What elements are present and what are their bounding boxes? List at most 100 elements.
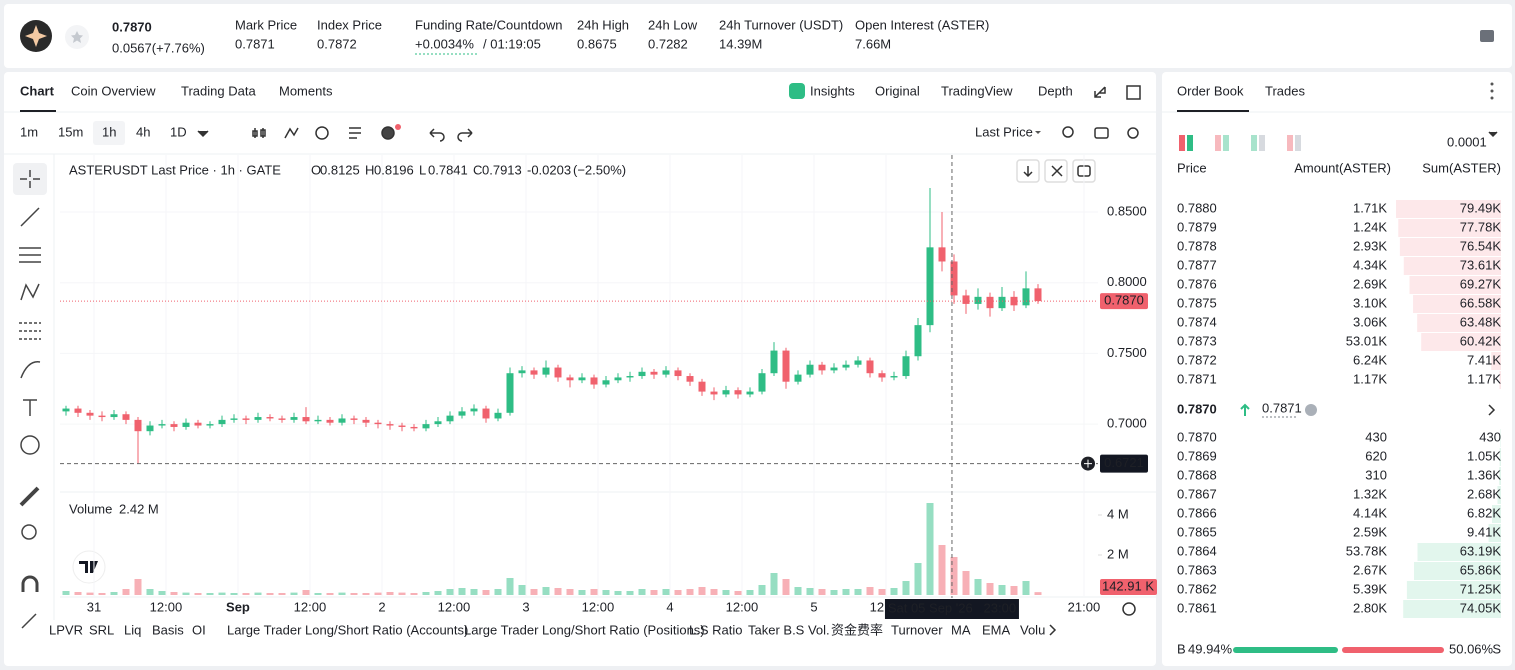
search-button[interactable] [1062, 126, 1074, 138]
interval[interactable]: 4h [136, 124, 150, 139]
indicator-tab[interactable]: Volu [1020, 622, 1045, 637]
ob-icon[interactable] [1251, 135, 1257, 151]
indicator-tab[interactable]: LPVR [49, 622, 83, 637]
ob-price[interactable]: 0.7879 [1177, 219, 1217, 234]
volume-bar [842, 589, 850, 595]
ob-price[interactable]: 0.7862 [1177, 581, 1217, 596]
indicator-tab[interactable]: Basis [152, 622, 184, 637]
tab[interactable]: Moments [279, 83, 333, 98]
mid-chevron[interactable] [1488, 404, 1496, 416]
ob-price[interactable]: 0.7870 [1177, 429, 1217, 444]
interval[interactable]: 1m [20, 124, 38, 139]
ob-icon[interactable] [1287, 135, 1293, 151]
screenshot-button[interactable] [1094, 127, 1109, 139]
ob-price[interactable]: 0.7880 [1177, 200, 1217, 215]
ob-price[interactable]: 0.7867 [1177, 486, 1217, 501]
indicator-tab[interactable]: 资金费率 [831, 622, 883, 637]
ob-icon[interactable] [1179, 135, 1185, 151]
ob-icon[interactable] [1187, 135, 1193, 151]
ob-price[interactable]: 0.7861 [1177, 600, 1217, 615]
layout-button[interactable] [1126, 85, 1141, 100]
interval-dropdown[interactable] [197, 130, 209, 138]
precision[interactable]: 0.0001 [1447, 134, 1487, 149]
chart-ctl[interactable] [1016, 159, 1040, 183]
ob-tab[interactable]: Order Book [1177, 83, 1244, 98]
candle-body [782, 350, 790, 382]
ob-price[interactable]: 0.7873 [1177, 333, 1217, 348]
emoji-tool[interactable] [20, 435, 40, 455]
undo-button[interactable] [429, 128, 445, 142]
candle-body [62, 408, 70, 412]
indicator-tab[interactable]: Large Trader Long/Short Ratio (Accounts) [227, 622, 468, 637]
ob-tab[interactable]: Trades [1265, 83, 1305, 98]
tab[interactable]: Coin Overview [71, 83, 156, 98]
ob-price[interactable]: 0.7877 [1177, 257, 1217, 272]
replay-button[interactable] [315, 126, 329, 140]
alert-button[interactable] [381, 126, 395, 140]
magnet-tool[interactable] [21, 575, 39, 592]
chart-ctl[interactable] [1044, 159, 1068, 183]
chart-type-button[interactable] [252, 128, 266, 138]
redo-button[interactable] [457, 128, 473, 142]
candle-body [194, 422, 202, 426]
ob-price[interactable]: 0.7876 [1177, 276, 1217, 291]
ob-price[interactable]: 0.7874 [1177, 314, 1217, 329]
ob-price[interactable]: 0.7863 [1177, 562, 1217, 577]
ob-price[interactable]: 0.7865 [1177, 524, 1217, 539]
settings-icon[interactable] [1480, 30, 1494, 42]
tab[interactable]: Trading Data [181, 83, 256, 98]
fullscreen-button[interactable] [1094, 86, 1106, 98]
interval[interactable]: 1D [170, 124, 187, 139]
indicator-tab[interactable]: OI [192, 622, 206, 637]
tab[interactable]: Chart [20, 83, 55, 98]
indicator-tab[interactable]: Large Trader Long/Short Ratio (Positions… [464, 622, 705, 637]
more-dot[interactable] [1490, 82, 1494, 86]
settings-button[interactable] [1127, 127, 1139, 139]
brush-tool[interactable] [20, 361, 41, 379]
ob-price[interactable]: 0.7875 [1177, 295, 1217, 310]
ob-price[interactable]: 0.7866 [1177, 505, 1217, 520]
ob-icon[interactable] [1223, 135, 1229, 151]
ob-price[interactable]: 0.7869 [1177, 448, 1217, 463]
channel-tool[interactable] [19, 247, 41, 263]
insights-icon [789, 83, 805, 99]
indicator-tab[interactable]: Taker B.S Vol. [748, 622, 830, 637]
zoom-tool[interactable] [21, 524, 37, 540]
ob-icon[interactable] [1215, 135, 1221, 151]
view-tab[interactable]: Original [875, 83, 920, 98]
precision-dropdown[interactable] [1488, 131, 1498, 138]
indicator-tab[interactable]: Liq [124, 622, 141, 637]
line-tool[interactable] [20, 207, 40, 227]
text-tool[interactable] [23, 399, 37, 416]
interval[interactable]: 1h [102, 124, 116, 139]
view-tab[interactable]: Depth [1038, 83, 1073, 98]
indicator-tab[interactable]: MA [951, 622, 971, 637]
interval[interactable]: 15m [58, 124, 83, 139]
ob-price[interactable]: 0.7864 [1177, 543, 1217, 558]
pattern-tool[interactable] [20, 283, 40, 301]
axis-settings[interactable] [1122, 602, 1136, 616]
crosshair-tool[interactable] [20, 170, 40, 188]
fib-tool[interactable] [19, 322, 41, 340]
indicators-button[interactable] [284, 127, 299, 139]
indicator-tab[interactable]: EMA [982, 622, 1011, 637]
volume-bar [62, 591, 70, 595]
ruler-tool[interactable] [19, 486, 40, 507]
ob-price[interactable]: 0.7868 [1177, 467, 1217, 482]
ob-price[interactable]: 0.7872 [1177, 352, 1217, 367]
indicator-tab[interactable]: L.S Ratio [689, 622, 742, 637]
indicator-tab[interactable]: Turnover [891, 622, 943, 637]
view-tab[interactable]: Insights [810, 83, 855, 98]
ob-icon[interactable] [1259, 135, 1265, 151]
template-button[interactable] [349, 127, 361, 139]
lock-tool[interactable] [21, 613, 37, 629]
ob-price[interactable]: 0.7878 [1177, 238, 1217, 253]
candle-body [950, 261, 958, 296]
last-price-tag [1100, 293, 1148, 310]
indicator-scroll[interactable] [1049, 624, 1057, 636]
ob-price[interactable]: 0.7871 [1177, 371, 1217, 386]
ob-icon[interactable] [1295, 135, 1301, 151]
view-tab[interactable]: TradingView [941, 83, 1013, 98]
price-type[interactable]: Last Price [975, 124, 1033, 139]
indicator-tab[interactable]: SRL [89, 622, 114, 637]
